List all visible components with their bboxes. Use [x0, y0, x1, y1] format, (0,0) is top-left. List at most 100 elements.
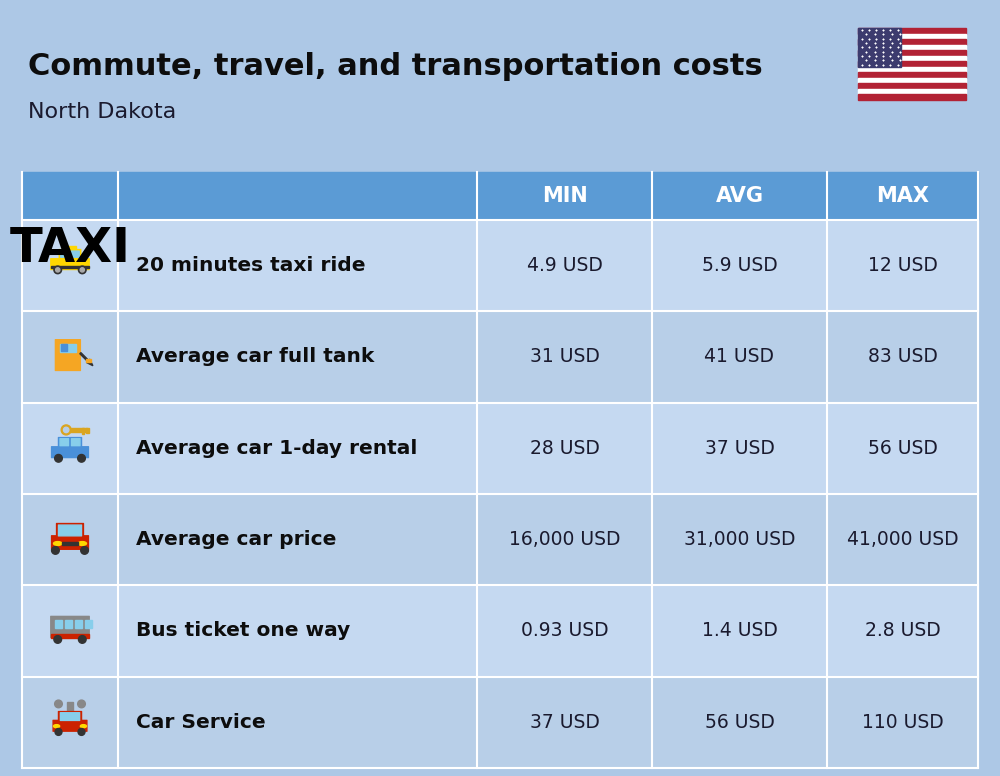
Bar	[858, 39, 966, 44]
Text: 2.8 USD: 2.8 USD	[865, 622, 940, 640]
Bar	[858, 95, 966, 100]
Bar	[858, 83, 966, 89]
Circle shape	[55, 455, 62, 462]
Bar	[65, 620, 72, 628]
FancyBboxPatch shape	[58, 438, 82, 448]
Text: TAXI: TAXI	[10, 225, 130, 272]
Bar	[858, 50, 966, 56]
Bar	[67, 702, 73, 711]
Bar	[86, 359, 91, 362]
Circle shape	[52, 546, 59, 554]
Text: 56 USD: 56 USD	[705, 713, 774, 732]
Text: 16,000 USD: 16,000 USD	[509, 530, 620, 549]
FancyBboxPatch shape	[58, 525, 82, 536]
Bar	[61, 345, 67, 352]
FancyBboxPatch shape	[61, 251, 68, 257]
FancyBboxPatch shape	[59, 250, 81, 259]
Text: MAX: MAX	[876, 186, 929, 206]
Bar	[85, 620, 92, 628]
Bar	[22, 311, 978, 403]
Text: Bus ticket one way: Bus ticket one way	[136, 622, 350, 640]
Bar	[75, 620, 82, 628]
Circle shape	[54, 266, 62, 274]
Circle shape	[61, 425, 71, 435]
Circle shape	[78, 455, 85, 462]
Bar	[55, 620, 62, 628]
Text: 20 minutes taxi ride: 20 minutes taxi ride	[136, 256, 366, 275]
Text: Commute, travel, and transportation costs: Commute, travel, and transportation cost…	[28, 52, 763, 81]
FancyBboxPatch shape	[52, 535, 88, 549]
Bar	[858, 78, 966, 83]
Bar	[22, 403, 978, 494]
Text: 37 USD: 37 USD	[530, 713, 599, 732]
Bar	[858, 67, 966, 72]
Bar	[60, 344, 76, 352]
Bar	[22, 677, 978, 768]
Bar	[51, 266, 89, 268]
FancyBboxPatch shape	[51, 616, 89, 638]
Bar	[858, 89, 966, 95]
Circle shape	[78, 729, 85, 736]
Text: Car Service: Car Service	[136, 713, 266, 732]
Bar	[858, 33, 966, 39]
Text: AVG: AVG	[716, 186, 764, 206]
Bar	[70, 428, 87, 431]
Bar	[858, 61, 966, 67]
Text: 110 USD: 110 USD	[862, 713, 943, 732]
FancyBboxPatch shape	[58, 712, 82, 722]
Circle shape	[55, 729, 62, 736]
Bar	[51, 634, 89, 638]
Bar	[858, 56, 966, 61]
Text: Average car full tank: Average car full tank	[136, 348, 374, 366]
Bar	[858, 28, 966, 33]
Circle shape	[78, 636, 86, 643]
Ellipse shape	[78, 542, 86, 546]
Ellipse shape	[54, 725, 60, 728]
Circle shape	[63, 428, 69, 432]
Text: 12 USD: 12 USD	[868, 256, 937, 275]
Bar	[858, 44, 966, 50]
Text: 0.93 USD: 0.93 USD	[521, 622, 608, 640]
Bar	[858, 72, 966, 78]
Bar	[22, 585, 978, 677]
Circle shape	[55, 700, 62, 708]
Bar	[22, 172, 978, 220]
Text: Average car price: Average car price	[136, 530, 336, 549]
Bar	[22, 494, 978, 585]
Circle shape	[81, 546, 88, 554]
Text: 83 USD: 83 USD	[868, 348, 937, 366]
Text: 41 USD: 41 USD	[704, 348, 774, 366]
Bar	[858, 28, 901, 67]
Text: 41,000 USD: 41,000 USD	[847, 530, 958, 549]
Text: 31,000 USD: 31,000 USD	[684, 530, 795, 549]
Text: North Dakota: North Dakota	[28, 102, 176, 122]
Circle shape	[78, 266, 86, 274]
Text: 4.9 USD: 4.9 USD	[527, 256, 602, 275]
Bar	[64, 247, 76, 251]
Bar	[86, 428, 89, 433]
FancyBboxPatch shape	[52, 447, 88, 458]
Circle shape	[80, 268, 84, 272]
Text: Average car 1-day rental: Average car 1-day rental	[136, 439, 417, 458]
FancyBboxPatch shape	[51, 258, 89, 269]
Circle shape	[54, 636, 62, 643]
FancyArrow shape	[80, 352, 93, 365]
FancyBboxPatch shape	[60, 712, 80, 720]
FancyBboxPatch shape	[55, 340, 80, 370]
Bar	[82, 428, 84, 434]
Circle shape	[78, 700, 85, 708]
Text: 5.9 USD: 5.9 USD	[702, 256, 777, 275]
Ellipse shape	[54, 542, 62, 546]
Text: 56 USD: 56 USD	[868, 439, 937, 458]
Text: 28 USD: 28 USD	[530, 439, 599, 458]
FancyBboxPatch shape	[60, 438, 68, 445]
Text: MIN: MIN	[542, 186, 587, 206]
FancyBboxPatch shape	[53, 720, 87, 731]
FancyBboxPatch shape	[72, 438, 80, 445]
FancyBboxPatch shape	[72, 251, 79, 257]
Text: 37 USD: 37 USD	[705, 439, 774, 458]
Text: 31 USD: 31 USD	[530, 348, 599, 366]
Ellipse shape	[80, 725, 86, 728]
Text: 1.4 USD: 1.4 USD	[702, 622, 777, 640]
Bar	[22, 220, 978, 311]
